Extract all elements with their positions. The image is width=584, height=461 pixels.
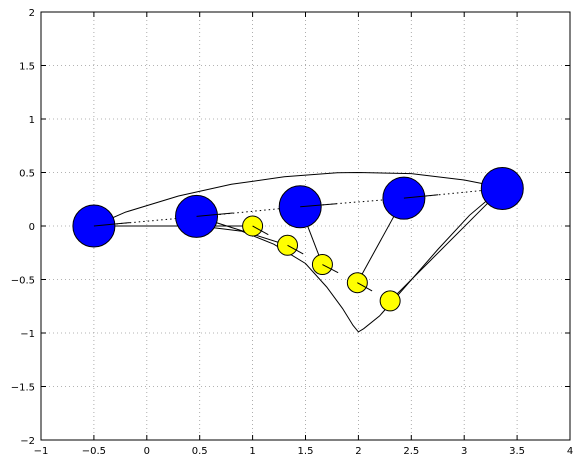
y-tick-label: 1.5 <box>19 62 35 73</box>
y-tick-label: −1.5 <box>11 383 35 394</box>
ticks: −1 −0.5 0 0.5 1 1.5 2 2.5 3 3.5 4 −2 −1.5 −1 −0.5 0 0.5 1… <box>11 8 573 457</box>
small-circle-spoke <box>287 244 304 255</box>
large-circle-marker <box>480 167 524 211</box>
series-0-solid-line <box>93 171 503 227</box>
small-circle-spoke <box>252 225 269 236</box>
large-circle-spoke <box>93 222 130 227</box>
marker-layer <box>72 167 524 312</box>
large-circle-spoke <box>196 212 233 217</box>
x-tick-label: 0.5 <box>192 446 208 457</box>
y-tick-label: 0.5 <box>19 169 35 180</box>
y-tick-label: 0 <box>29 222 35 233</box>
small-circle-spoke <box>357 282 373 292</box>
x-tick-label: −1 <box>34 446 49 457</box>
x-tick-label: 0 <box>144 446 150 457</box>
x-tick-label: 1 <box>249 446 255 457</box>
large-circle-spoke <box>300 203 337 208</box>
x-tick-label: 1.5 <box>298 446 314 457</box>
y-tick-label: −0.5 <box>11 276 35 287</box>
y-tick-label: −2 <box>20 436 35 447</box>
series-1-solid-line <box>93 187 503 333</box>
y-tick-label: 1 <box>29 115 35 126</box>
x-tick-label: 2.5 <box>403 446 419 457</box>
small-circle-spoke <box>322 264 339 274</box>
grid <box>41 12 570 440</box>
x-tick-label: 3.5 <box>509 446 525 457</box>
x-tick-label: 4 <box>567 446 573 457</box>
small-circle-marker <box>379 290 401 312</box>
connector-line <box>389 188 503 302</box>
x-tick-label: 3 <box>461 446 467 457</box>
y-tick-label: −1 <box>20 329 35 340</box>
y-tick-label: 2 <box>29 8 35 19</box>
x-tick-label: −0.5 <box>82 446 106 457</box>
large-circle-spoke <box>403 194 439 199</box>
x-tick-label: 2 <box>355 446 361 457</box>
